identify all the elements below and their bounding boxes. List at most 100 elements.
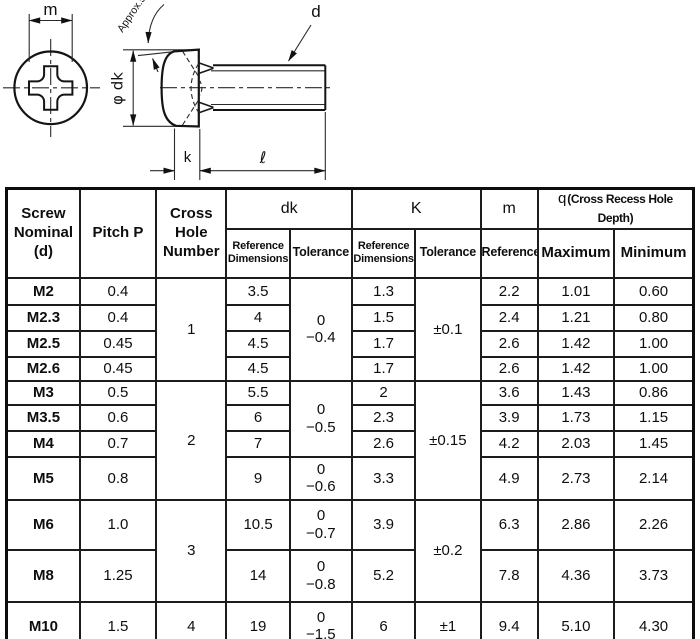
thread-runout-bottom — [199, 101, 214, 114]
phillips-recess-icon — [28, 65, 74, 111]
header-dk-ref: Reference Dimensions — [225, 227, 291, 279]
table-row: M2.3 0.4 4 1.5 2.4 1.21 0.80 — [5, 303, 695, 332]
phi-dk-label: φ dk — [109, 72, 127, 105]
cell-dk-ref: 9 — [225, 455, 291, 501]
cell-dk-ref: 19 — [225, 600, 291, 639]
screw-side-view: φ dk Approx.5° d — [109, 0, 333, 180]
cell-pitch: 0.7 — [78, 429, 158, 458]
cell-dk-ref: 10.5 — [225, 498, 291, 551]
cell-q-min: 3.73 — [613, 548, 695, 603]
screw-head-front-view: m — [3, 0, 100, 137]
cell-k-ref: 2.6 — [350, 429, 417, 458]
d-leader-line — [288, 24, 312, 62]
cell-q-min: 0.86 — [613, 379, 695, 406]
cell-q-max: 1.42 — [536, 355, 616, 382]
cell-q-max: 1.21 — [536, 303, 616, 332]
cell-q-min: 2.26 — [613, 498, 695, 551]
table-row: M4 0.7 7 2.6 4.2 2.03 1.45 — [5, 429, 695, 458]
cell-screw-name: M2.3 — [5, 303, 81, 332]
cell-k-ref: 2 — [350, 379, 417, 406]
header-k-ref: Reference Dimensions — [350, 227, 417, 279]
cell-pitch: 1.5 — [78, 600, 158, 639]
header-k: K — [350, 187, 482, 230]
header-pitch: Pitch P — [78, 187, 158, 279]
header-m: m — [479, 187, 539, 230]
header-q-min: Minimum — [613, 227, 695, 279]
cell-dk-ref: 4 — [225, 303, 291, 332]
cell-pitch: 0.4 — [78, 303, 158, 332]
cell-k-ref: 1.3 — [350, 276, 417, 306]
header-screw-nominal: Screw Nominal (d) — [5, 187, 81, 279]
cell-dk-tol: 0 −0.7 — [288, 498, 353, 551]
cell-pitch: 0.45 — [78, 329, 158, 358]
table-row: M8 1.25 14 0 −0.8 5.2 7.8 4.36 3.73 — [5, 548, 695, 603]
header-cross-hole: Cross Hole Number — [155, 187, 228, 279]
cell-m-ref: 2.6 — [479, 355, 539, 382]
cell-q-min: 1.00 — [613, 329, 695, 358]
cell-q-min: 0.80 — [613, 303, 695, 332]
cell-cross-hole: 1 — [155, 276, 228, 382]
cell-m-ref: 4.2 — [479, 429, 539, 458]
cell-screw-name: M8 — [5, 548, 81, 603]
cell-pitch: 0.5 — [78, 379, 158, 406]
head-outline-circle — [13, 50, 89, 126]
threaded-shank — [199, 62, 327, 114]
cell-screw-name: M5 — [5, 455, 81, 501]
cell-screw-name: M2.6 — [5, 355, 81, 382]
table-header-row-sub: Reference Dimensions Tolerance Reference… — [7, 227, 695, 279]
cell-pitch: 0.6 — [78, 403, 158, 432]
cell-m-ref: 6.3 — [479, 498, 539, 551]
table-header-row-groups: Screw Nominal (d) Pitch P Cross Hole Num… — [5, 187, 695, 279]
cell-k-ref: 5.2 — [350, 548, 417, 603]
cell-m-ref: 2.6 — [479, 329, 539, 358]
cell-q-max: 1.43 — [536, 379, 616, 406]
screw-technical-drawing: m φ dk Approx.5° — [3, 0, 333, 180]
cell-k-ref: 1.5 — [350, 303, 417, 332]
cell-pitch: 0.45 — [78, 355, 158, 382]
cell-cross-hole: 4 — [155, 600, 228, 639]
cell-k-ref: 1.7 — [350, 355, 417, 382]
angle-leader-line — [145, 4, 165, 44]
cell-m-ref: 4.9 — [479, 455, 539, 501]
table-row: M2.5 0.45 4.5 1.7 2.6 1.42 1.00 — [5, 329, 695, 358]
cell-k-ref: 3.9 — [350, 498, 417, 551]
cell-m-ref: 2.4 — [479, 303, 539, 332]
cell-q-min: 2.14 — [613, 455, 695, 501]
cell-q-max: 2.73 — [536, 455, 616, 501]
cell-dk-ref: 7 — [225, 429, 291, 458]
screw-dimension-table: Screw Nominal (d) Pitch P Cross Hole Num… — [5, 187, 695, 639]
head-top-slope-line — [137, 51, 176, 57]
angle-leader-arrow-lower — [152, 58, 160, 73]
cell-dk-ref: 3.5 — [225, 276, 291, 306]
cell-cross-hole: 2 — [155, 379, 228, 501]
length-label: ℓ — [259, 148, 267, 167]
cell-q-max: 4.36 — [536, 548, 616, 603]
cell-q-min: 0.60 — [613, 276, 695, 306]
cell-q-max: 2.03 — [536, 429, 616, 458]
table-row: M5 0.8 9 0 −0.6 3.3 4.9 2.73 2.14 — [5, 455, 695, 501]
cell-k-tol: ±0.2 — [414, 498, 482, 603]
cell-screw-name: M3 — [5, 379, 81, 406]
header-q-max: Maximum — [536, 227, 616, 279]
cell-k-ref: 2.3 — [350, 403, 417, 432]
cell-q-max: 5.10 — [536, 600, 616, 639]
cell-cross-hole: 3 — [155, 498, 228, 603]
cell-dk-tol: 0 −1.5 — [288, 600, 353, 639]
table-row: M2 0.4 1 3.5 0 −0.4 1.3 ±0.1 2.2 1.01 0.6… — [5, 276, 695, 382]
cell-dk-tol: 0 −0.5 — [288, 379, 353, 458]
cell-screw-name: M3.5 — [5, 403, 81, 432]
cell-m-ref: 2.2 — [479, 276, 539, 306]
cell-q-max: 1.42 — [536, 329, 616, 358]
recess-hidden-arc — [190, 63, 200, 113]
spec-table-wrapper: Screw Nominal (d) Pitch P Cross Hole Num… — [5, 187, 695, 639]
cell-pitch: 0.8 — [78, 455, 158, 501]
cell-k-tol: ±0.1 — [414, 276, 482, 382]
cell-screw-name: M4 — [5, 429, 81, 458]
header-q: q(Cross Recess Hole Depth) — [536, 187, 695, 230]
recess-hidden-line-top — [182, 50, 200, 77]
cell-dk-tol: 0 −0.4 — [288, 276, 353, 382]
k-label: k — [184, 149, 192, 166]
cell-pitch: 0.4 — [78, 276, 158, 306]
cell-q-min: 4.30 — [613, 600, 695, 639]
